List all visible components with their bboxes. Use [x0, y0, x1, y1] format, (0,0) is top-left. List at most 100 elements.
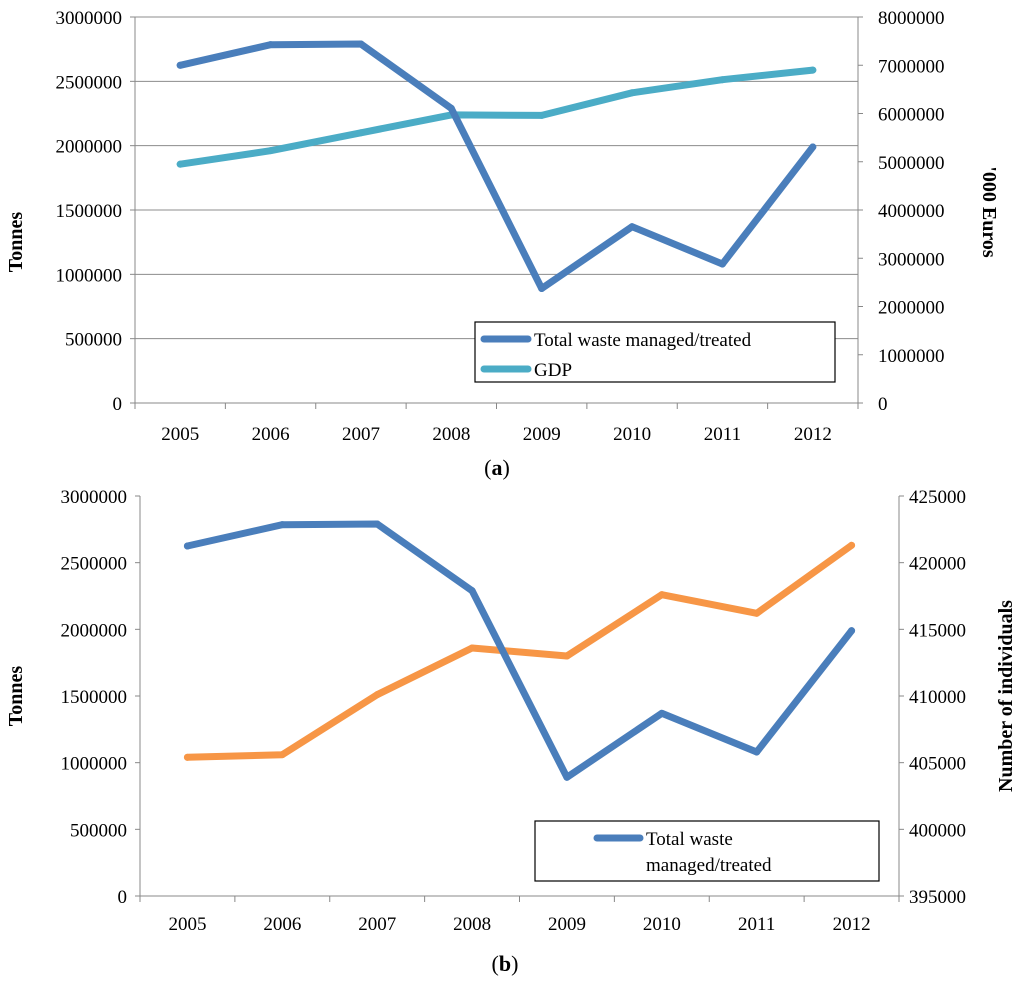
chart-a-y2-tick-label: 6000000 [878, 105, 945, 126]
chart-a-y2-tick-label: 4000000 [878, 201, 945, 222]
chart-b-legend: Total waste managed/treated [534, 820, 880, 882]
chart-b-data-point-left [278, 521, 286, 529]
chart-b-series [183, 520, 856, 781]
chart-a-legend: Total waste managed/treated GDP [474, 321, 836, 383]
chart-a-caption: (a) [484, 455, 510, 480]
chart-a-legend-box [474, 321, 836, 383]
chart-a-data-point-left [628, 223, 636, 231]
chart-b-data-point-left [183, 542, 191, 550]
chart-b-y2-ticks: 395000 400000 405000 410000 415000 420000 4250… [899, 487, 966, 908]
chart-b-data-point-left [373, 520, 381, 528]
chart-a-x-tick-label: 2009 [523, 424, 561, 445]
chart-b-y2-tick-label: 400000 [909, 820, 966, 841]
chart-a-gridlines [135, 16, 858, 340]
chart-a-data-point-left [538, 284, 546, 292]
chart-a-data-point-left [176, 61, 184, 69]
chart-a-y2-tick-label: 1000000 [878, 346, 945, 367]
chart-b-y-tick-label: 500000 [70, 820, 127, 841]
chart-a-ylabel: Tonnes [5, 212, 27, 273]
chart-b-series-line-left [183, 520, 856, 781]
chart-b-x-tick-label: 2006 [263, 914, 301, 935]
chart-a-y2-tick-label: 2000000 [878, 298, 945, 319]
chart-b-y2-tick-label: 425000 [909, 487, 966, 508]
chart-a-x-tick-label: 2008 [432, 424, 470, 445]
chart-b-y-tick-label: 1000000 [61, 754, 128, 775]
chart-b-x-tick-label: 2007 [358, 914, 396, 935]
chart-b-data-point-left [848, 627, 856, 635]
chart-b-data-point-right [373, 691, 381, 699]
chart-b-data-point-right [658, 591, 666, 599]
chart-a-data-point-left [357, 40, 365, 48]
chart-b-caption: (b) [492, 951, 519, 976]
chart-a-y2-tick-label: 5000000 [878, 153, 945, 174]
chart-a-y2-tick-label: 7000000 [878, 56, 945, 77]
chart-b-data-point-left [753, 748, 761, 756]
chart-a-data-point-right [809, 66, 817, 74]
chart-a-y-tick-label: 2000000 [56, 137, 123, 158]
chart-a-y-tick-label: 1000000 [56, 265, 123, 286]
chart-a-data-point-right [718, 76, 726, 84]
chart-b-x-ticks: 2005 2006 2007 2008 2009 2010 2011 2012 [139, 896, 900, 935]
chart-b-series-line-right [183, 541, 856, 761]
chart-a-data-point-left [809, 143, 817, 151]
chart-b-data-point-right [563, 652, 571, 660]
chart-a-series-line-right [176, 66, 817, 168]
chart-a-y-tick-label: 1500000 [56, 201, 123, 222]
chart-a-x-tick-label: 2012 [794, 424, 832, 445]
chart-a-y2-tick-label: 0 [878, 394, 888, 415]
chart-a-series [176, 40, 817, 292]
chart-b-data-point-right [848, 541, 856, 549]
chart-a-x-tick-label: 2007 [342, 424, 380, 445]
chart-b-legend-label-line-2: managed/treated [646, 855, 772, 876]
chart-a-data-point-left [447, 104, 455, 112]
chart-b-data-point-right [183, 753, 191, 761]
chart-b-y-ticks: 0 500000 1000000 1500000 2000000 2500000 30000… [61, 487, 140, 908]
chart-a-data-point-right [538, 111, 546, 119]
chart-a: 0 500000 1000000 1500000 2000000 2500000 30000… [5, 8, 1000, 480]
chart-b-y2-tick-label: 395000 [909, 887, 966, 908]
chart-b-legend-label-line-1: Total waste [646, 829, 733, 850]
chart-b-data-point-right [753, 609, 761, 617]
chart-b-x-tick-label: 2011 [738, 914, 775, 935]
chart-b-data-point-left [468, 587, 476, 595]
chart-b-data-point-left [658, 709, 666, 717]
chart-a-series-line-left [176, 40, 817, 292]
chart-a-data-point-left [267, 41, 275, 49]
chart-a-y-tick-label: 2500000 [56, 72, 123, 93]
chart-a-legend-label-waste: Total waste managed/treated [534, 330, 752, 351]
chart-a-y2-tick-label: 8000000 [878, 8, 945, 29]
chart-a-data-point-right [628, 89, 636, 97]
chart-b-x-tick-label: 2012 [833, 914, 871, 935]
chart-a-x-tick-label: 2005 [161, 424, 199, 445]
chart-a-x-tick-label: 2006 [252, 424, 290, 445]
chart-a-data-point-right [357, 129, 365, 137]
chart-a-data-point-right [267, 147, 275, 155]
chart-a-x-tick-label: 2011 [704, 424, 741, 445]
chart-a-y2-tick-label: 3000000 [878, 249, 945, 270]
chart-b-y-tick-label: 2000000 [61, 620, 128, 641]
chart-b-legend-box [534, 820, 880, 882]
chart-b-x-tick-label: 2005 [168, 914, 206, 935]
chart-b: 0 500000 1000000 1500000 2000000 2500000 30000… [5, 487, 1017, 976]
chart-b-data-point-right [468, 644, 476, 652]
chart-b-y-tick-label: 2500000 [61, 554, 128, 575]
chart-a-legend-label-gdp: GDP [534, 360, 572, 381]
chart-b-y2label: Number of individuals [995, 600, 1017, 792]
chart-a-y-tick-label: 3000000 [56, 8, 123, 29]
chart-a-x-ticks: 2005 2006 2007 2008 2009 2010 2011 2012 [134, 403, 859, 445]
chart-a-y2-ticks: 0 1000000 2000000 3000000 4000000 5000000 6000… [858, 8, 945, 415]
chart-a-y-ticks: 0 500000 1000000 1500000 2000000 2500000 30000… [56, 8, 135, 415]
chart-a-y-tick-label: 500000 [65, 330, 122, 351]
chart-b-y-tick-label: 1500000 [61, 687, 128, 708]
chart-b-x-tick-label: 2010 [643, 914, 681, 935]
chart-a-data-point-left [718, 260, 726, 268]
chart-b-ylabel: Tonnes [5, 666, 27, 727]
chart-a-y-tick-label: 0 [113, 394, 123, 415]
chart-b-data-point-left [563, 773, 571, 781]
chart-b-y2-tick-label: 410000 [909, 687, 966, 708]
chart-b-y2-tick-label: 420000 [909, 554, 966, 575]
chart-a-data-point-right [176, 160, 184, 168]
chart-a-y2label: '000 Euros [978, 166, 1000, 258]
chart-b-x-tick-label: 2009 [548, 914, 586, 935]
